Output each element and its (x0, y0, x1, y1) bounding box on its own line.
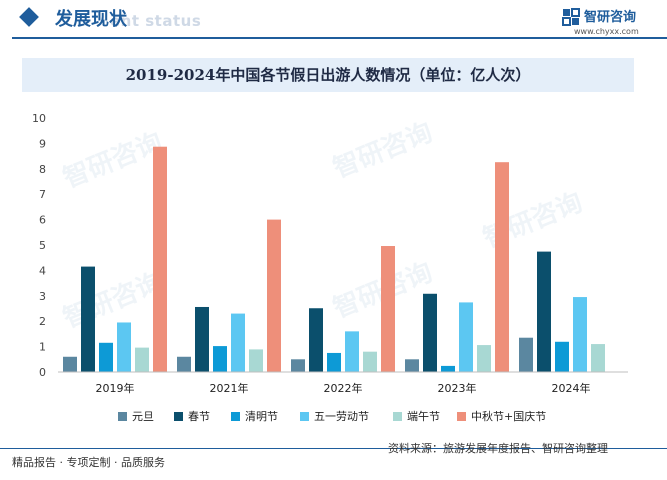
data-source: 资料来源：旅游发展年度报告、智研咨询整理 (388, 442, 608, 455)
bar (177, 356, 191, 372)
bar (249, 349, 263, 372)
legend-swatch (174, 411, 183, 421)
legend-item: 中秋节+国庆节 (457, 408, 546, 424)
legend-swatch (231, 411, 240, 421)
bar (477, 345, 491, 372)
legend-item: 清明节 (231, 408, 278, 424)
legend-swatch (457, 411, 466, 421)
y-tick-label: 3 (39, 290, 46, 303)
bar (135, 347, 149, 372)
bar (327, 352, 341, 372)
bar (309, 308, 323, 372)
y-tick-label: 10 (32, 112, 46, 125)
bar (63, 356, 77, 372)
x-tick-label: 2022年 (324, 381, 363, 395)
footer-slogan: 精品报告 · 专项定制 · 品质服务 (12, 456, 165, 469)
bar (381, 246, 395, 372)
brand-logo-icon (562, 8, 580, 26)
y-tick-label: 1 (39, 341, 46, 354)
chart-title: 2019-2024年中国各节假日出游人数情况（单位：亿人次） (125, 66, 531, 84)
legend-label: 五一劳动节 (314, 410, 369, 423)
bar (519, 337, 533, 372)
bar (405, 359, 419, 372)
x-tick-label: 2024年 (552, 381, 591, 395)
header-divider (12, 37, 667, 39)
brand-url: www.chyxx.com (574, 27, 639, 36)
legend-swatch (393, 411, 402, 421)
legend-label: 端午节 (407, 410, 440, 423)
bar (591, 344, 605, 372)
x-tick-label: 2021年 (210, 381, 249, 395)
bar (267, 219, 281, 372)
chart-title-bar (22, 58, 634, 92)
bar (195, 306, 209, 372)
y-tick-label: 5 (39, 239, 46, 252)
bar (213, 346, 227, 372)
legend-item: 春节 (174, 408, 210, 424)
bar (117, 322, 131, 372)
bar-series (63, 146, 605, 372)
x-tick-label: 2019年 (96, 381, 135, 395)
bar (291, 359, 305, 372)
y-tick-label: 7 (39, 188, 46, 201)
legend-label: 中秋节+国庆节 (471, 410, 547, 423)
bar (573, 297, 587, 372)
bar (99, 342, 113, 372)
legend-label: 春节 (188, 410, 210, 423)
y-tick-label: 6 (39, 214, 46, 227)
y-tick-label: 0 (39, 366, 46, 379)
y-tick-label: 2 (39, 315, 46, 328)
bar (459, 302, 473, 372)
legend-swatch (300, 411, 309, 421)
bar (81, 266, 95, 372)
x-tick-label: 2023年 (438, 381, 477, 395)
chart-legend: 元旦 春节 清明节 五一劳动节 端午节 中秋节+国庆节 (0, 408, 667, 428)
section-title: 发展现状 (55, 9, 127, 30)
legend-item: 元旦 (118, 408, 154, 424)
y-tick-label: 9 (39, 137, 46, 150)
legend-item: 五一劳动节 (300, 408, 369, 424)
legend-label: 清明节 (245, 410, 278, 423)
bar (153, 146, 167, 372)
footer-divider (0, 448, 667, 449)
bar (345, 331, 359, 372)
y-tick-label: 8 (39, 163, 46, 176)
bar (441, 365, 455, 372)
legend-swatch (118, 411, 127, 421)
bar (423, 293, 437, 372)
bar (231, 313, 245, 372)
header-ghost-text: ent status (110, 12, 202, 30)
bar (495, 162, 509, 372)
y-axis: 0 1 2 3 4 5 6 7 8 9 10 (32, 112, 46, 379)
bar (363, 351, 377, 372)
page-header: ent status 发展现状 智研咨询 www.chyxx.com (0, 0, 667, 44)
brand-name: 智研咨询 (584, 10, 637, 25)
y-tick-label: 4 (39, 264, 46, 277)
legend-label: 元旦 (132, 410, 154, 423)
bar (555, 341, 569, 372)
x-axis: 2019年 2021年 2022年 2023年 2024年 (58, 371, 628, 395)
bar (537, 251, 551, 372)
legend-item: 端午节 (393, 408, 440, 424)
